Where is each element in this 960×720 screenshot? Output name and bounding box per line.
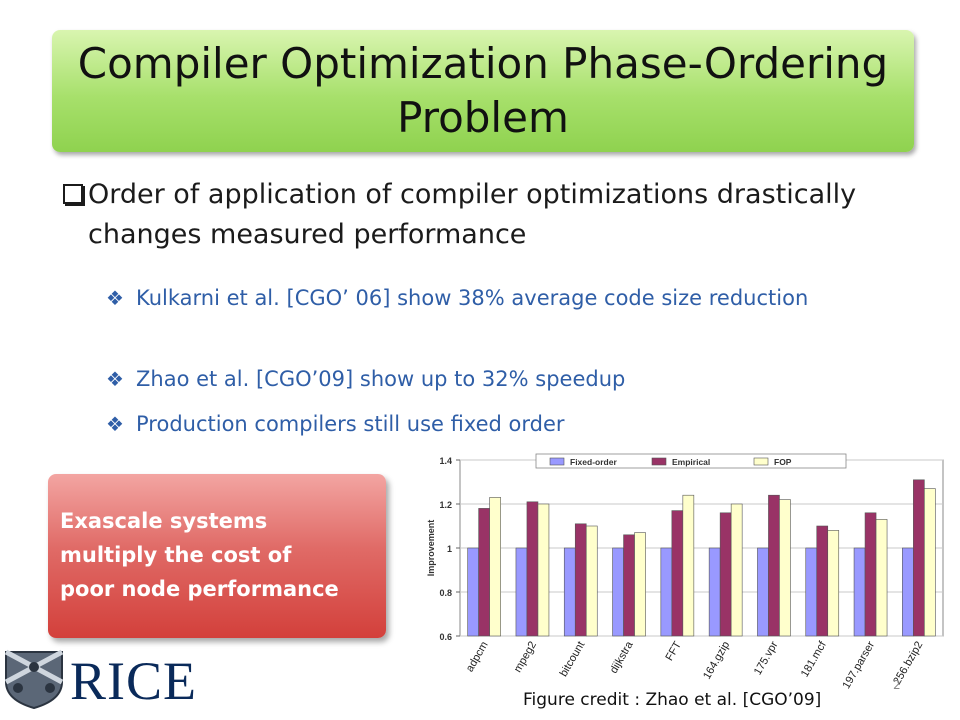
bar [757,547,769,637]
y-axis-label: Improvement [426,520,436,577]
y-tick-label: 1.4 [439,456,452,466]
bar [467,547,479,637]
bar [816,525,829,637]
bar [660,547,673,637]
x-tick-label: 197.parser [840,639,877,691]
bar [585,525,598,637]
bar [719,512,732,637]
bar [805,547,818,637]
bar [875,519,888,637]
bar [563,547,576,637]
bar [478,508,490,637]
bar [779,499,791,637]
x-tick-label: FFT [663,639,684,663]
x-tick-label: mpeg2 [512,640,539,675]
sub-bullet-1: ❖ Kulkarni et al. [CGO’ 06] show 38% ave… [106,282,836,314]
bar [913,479,925,637]
legend-swatch [651,457,667,466]
bar [853,547,866,637]
y-tick-label: 0.8 [439,588,452,598]
x-tick-label: dijkstra [608,639,636,676]
diamond-bullet-icon: ❖ [106,367,124,391]
bar [489,497,501,637]
bar [671,510,684,637]
bar [612,547,624,637]
diamond-bullet-icon: ❖ [106,286,124,310]
legend-swatch [549,457,565,466]
bar [768,494,780,637]
callout-text: Exascale systems multiply the cost of po… [60,509,339,601]
page-number: 2 [893,678,901,692]
title-banner: Compiler Optimization Phase-Ordering Pro… [52,30,914,152]
main-bullet-item: Order of application of compiler optimiz… [63,175,928,255]
legend-label: FOP [774,457,792,467]
y-tick-label: 1 [447,544,452,554]
callout-box: Exascale systems multiply the cost of po… [48,474,386,638]
bar [864,512,877,637]
bar [902,547,914,637]
legend-swatch [753,457,769,466]
slide-title: Compiler Optimization Phase-Ordering Pro… [77,39,889,142]
y-tick-label: 0.6 [439,632,452,642]
y-tick-label: 1.2 [439,500,452,510]
x-tick-label: 175.vpr [752,639,781,677]
sub-bullet-text: Production compilers still use fixed ord… [136,412,565,436]
bar [537,503,550,637]
bar [634,532,646,637]
bar [574,523,587,637]
bar [526,501,539,637]
improvement-bar-chart: 1.4 1.2 1 0.8 0.6 Improvement adpcm mpeg2 bitcou… [426,453,944,691]
rice-wordmark: RICE [70,651,198,711]
sub-bullet-text: Zhao et al. [CGO’09] show up to 32% spee… [136,367,626,391]
sub-bullet-2: ❖ Zhao et al. [CGO’09] show up to 32% sp… [106,363,836,395]
legend-label: Fixed-order [570,457,617,467]
bar [924,488,936,637]
x-tick-label: bitcount [558,640,588,679]
bar [708,547,721,637]
bar [623,534,635,637]
main-bullet: Order of application of compiler optimiz… [63,175,928,255]
rice-shield-logo [4,649,64,710]
bar [730,503,743,637]
bar [682,494,695,637]
x-tick-label: adpcm [464,640,491,675]
diamond-bullet-icon: ❖ [106,412,124,436]
x-tick-label: 181.mcf [799,639,829,680]
figure-credit: Figure credit : Zhao et al. [CGO’09] [523,690,822,710]
main-bullet-text: Order of application of compiler optimiz… [88,179,857,250]
legend-label: Empirical [672,457,710,467]
x-tick-label: 164.gzip [701,640,732,682]
sub-bullet-text: Kulkarni et al. [CGO’ 06] show 38% avera… [136,286,809,310]
sub-bullet-3: ❖ Production compilers still use fixed o… [106,408,836,440]
legend-box [535,453,847,469]
bar [827,530,840,637]
checkbox-bullet-icon [63,184,83,204]
bar [515,547,528,637]
